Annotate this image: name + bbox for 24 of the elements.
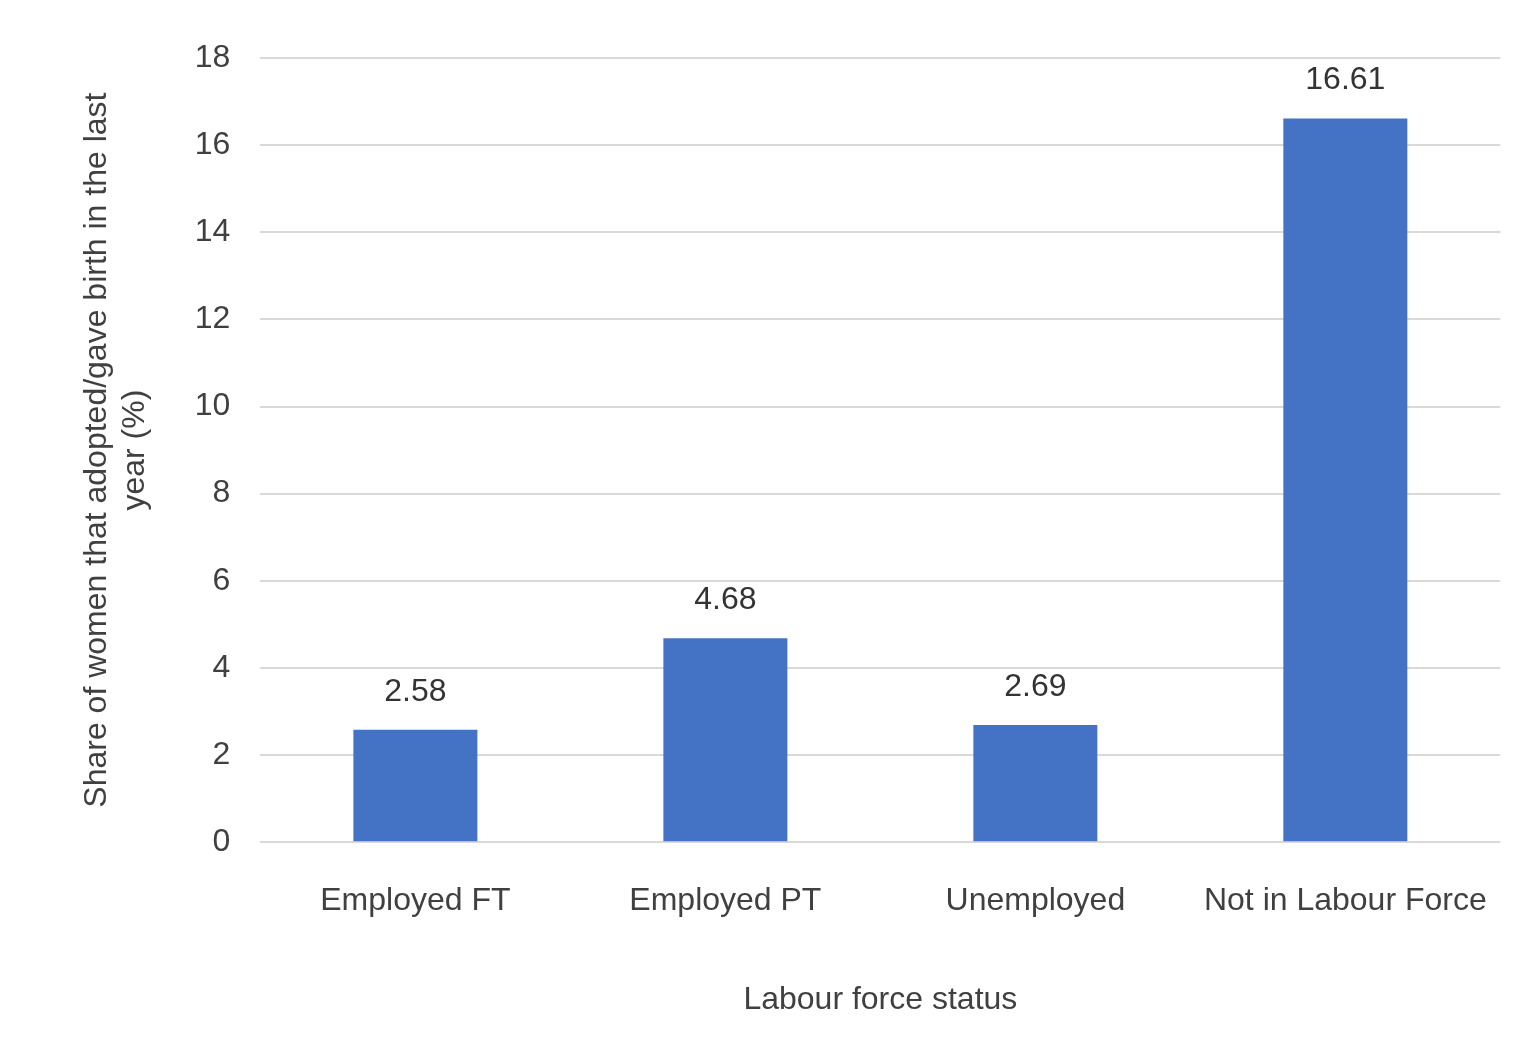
bar [353, 729, 478, 842]
y-tick-label: 8 [212, 473, 231, 510]
y-tick-label: 12 [194, 299, 231, 336]
bar [973, 725, 1098, 842]
x-tick-label: Unemployed [945, 881, 1126, 918]
y-axis-title: Share of women that adopted/gave birth in the last year (%) [77, 92, 152, 808]
x-tick-label: Employed FT [320, 881, 511, 918]
bar [663, 638, 788, 842]
y-tick-label: 2 [212, 734, 231, 771]
bar [1283, 118, 1408, 842]
y-tick-label: 16 [194, 124, 231, 161]
y-tick-label: 14 [194, 212, 231, 249]
y-tick-label: 6 [212, 560, 231, 597]
x-tick-label: Not in Labour Force [1203, 881, 1487, 918]
data-label: 4.68 [694, 580, 757, 617]
x-axis-title: Labour force status [743, 979, 1018, 1016]
y-tick-label: 0 [212, 822, 231, 859]
data-label: 2.69 [1004, 666, 1067, 703]
y-tick-label: 4 [212, 647, 231, 684]
y-tick-label: 18 [194, 37, 231, 74]
data-label: 16.61 [1305, 60, 1386, 97]
data-label: 2.58 [384, 671, 447, 708]
x-tick-label: Employed PT [629, 881, 822, 918]
y-tick-label: 10 [194, 386, 231, 423]
